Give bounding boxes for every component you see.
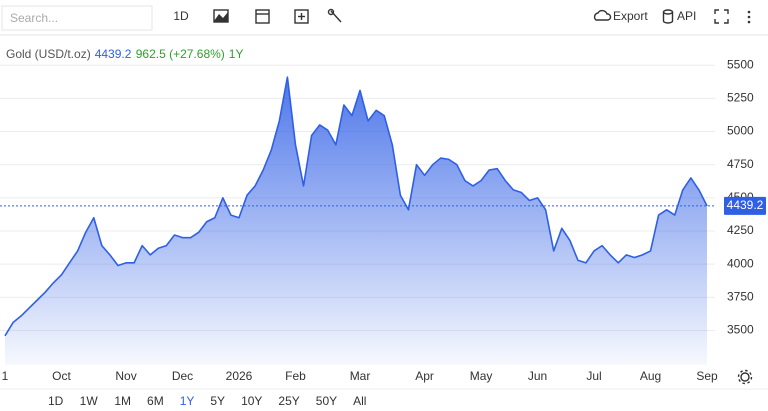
x-tick-label: Aug	[640, 369, 661, 383]
settings-gear[interactable]	[737, 369, 753, 385]
y-tick-label: 3500	[727, 323, 754, 337]
x-tick-label: 1	[2, 369, 9, 383]
instrument-name: Gold (USD/t.oz)	[6, 47, 91, 61]
x-tick-label: Sep	[696, 369, 718, 383]
last-price-tag-label: 4439.2	[727, 198, 764, 212]
range-button[interactable]: 25Y	[278, 394, 299, 408]
more-menu-icon[interactable]	[747, 10, 751, 24]
api-button[interactable]: API	[662, 9, 697, 24]
y-tick-label: 5500	[727, 57, 754, 71]
interval-button[interactable]: 1D	[173, 9, 189, 23]
fullscreen-icon[interactable]	[714, 9, 729, 24]
x-tick-label: Jun	[528, 369, 547, 383]
y-tick-label: 3750	[727, 290, 754, 304]
x-tick-label: Nov	[115, 369, 136, 383]
range-button[interactable]: 5Y	[210, 394, 225, 408]
search-box[interactable]	[1, 5, 153, 31]
y-tick-label: 4000	[727, 256, 754, 270]
range-button[interactable]: 1D	[48, 394, 64, 408]
chart-type-icon[interactable]	[213, 9, 229, 23]
range-button[interactable]: 1M	[114, 394, 131, 408]
x-tick-label: Jul	[586, 369, 601, 383]
range-button[interactable]: 10Y	[241, 394, 262, 408]
last-price: 4439.2	[95, 47, 132, 61]
range-button[interactable]: 1W	[80, 394, 99, 408]
add-indicator-icon[interactable]	[294, 9, 309, 24]
range-button[interactable]: 1Y	[180, 394, 195, 408]
y-tick-label: 5000	[727, 124, 754, 138]
price-change: 962.5 (+27.68%)	[136, 47, 225, 61]
calendar-icon[interactable]	[255, 9, 270, 24]
x-tick-label: Dec	[172, 369, 193, 383]
range-button[interactable]: 50Y	[316, 394, 337, 408]
search-placeholder[interactable]: Search...	[10, 11, 58, 25]
y-tick-label: 4750	[727, 157, 754, 171]
x-tick-label: Mar	[350, 369, 371, 383]
x-tick-label: 2026	[226, 369, 253, 383]
area-fill	[5, 77, 707, 365]
range-button[interactable]: 6M	[147, 394, 164, 408]
x-tick-label: May	[470, 369, 493, 383]
x-tick-label: Feb	[285, 369, 306, 383]
last-price-tag	[724, 196, 766, 215]
range-button[interactable]: All	[353, 394, 366, 408]
api-label[interactable]: API	[677, 9, 696, 23]
export-label[interactable]: Export	[613, 9, 648, 23]
y-tick-label: 4250	[727, 223, 754, 237]
price-line	[4, 76, 708, 337]
export-button[interactable]: Export	[593, 9, 649, 23]
y-tick-label: 5250	[727, 91, 754, 105]
x-tick-label: Oct	[52, 369, 71, 383]
period: 1Y	[229, 47, 244, 61]
settings-tool-icon[interactable]	[327, 8, 342, 23]
x-tick-label: Apr	[415, 369, 434, 383]
